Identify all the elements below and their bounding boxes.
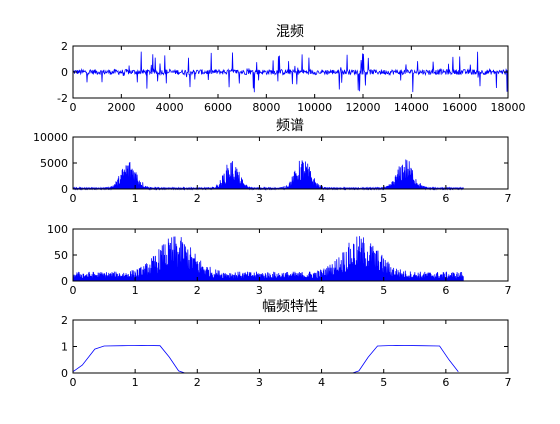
- x-tick-label: 18000: [491, 101, 526, 114]
- x-tick-label: 7: [505, 192, 512, 205]
- x-tick-label: 6: [442, 376, 449, 389]
- y-tick-label: 100: [47, 223, 68, 236]
- x-tick-label: 3: [256, 376, 263, 389]
- x-tick-label: 0: [70, 376, 77, 389]
- y-tick-label: 1: [61, 341, 68, 354]
- x-tick-label: 1: [132, 192, 139, 205]
- subplot-amplitude-frequency-response: 幅频特性 0 1 2 3 4 5 6 7 0 1 2: [61, 299, 512, 389]
- x-tick-label: 5: [380, 376, 387, 389]
- x-tick-label: 7: [505, 376, 512, 389]
- y-tick-label: -2: [57, 92, 68, 105]
- axes-box: [72, 319, 509, 374]
- x-tick-label: 14000: [394, 101, 429, 114]
- x-tick-label: 16000: [442, 101, 477, 114]
- x-tick-label: 4: [318, 284, 325, 297]
- x-tick-label: 6: [442, 284, 449, 297]
- y-tick-label: 0: [61, 183, 68, 196]
- y-tick-label: 5000: [40, 157, 68, 170]
- series-line: [72, 236, 464, 282]
- subplot-title: 频谱: [276, 118, 304, 134]
- x-tick-label: 4: [318, 376, 325, 389]
- x-tick-label: 4000: [156, 101, 184, 114]
- x-tick-label: 7: [505, 284, 512, 297]
- x-tick-label: 1: [132, 376, 139, 389]
- series-line: [72, 51, 509, 93]
- x-tick-label: 1: [132, 284, 139, 297]
- y-tick-label: 50: [54, 249, 68, 262]
- x-tick-label: 2: [194, 192, 201, 205]
- x-tick-label: 2: [194, 284, 201, 297]
- x-tick-label: 12000: [346, 101, 381, 114]
- y-tick-label: 0: [61, 66, 68, 79]
- x-tick-label: 6: [442, 192, 449, 205]
- x-tick-label: 5: [380, 192, 387, 205]
- subplot-spectrum: 频谱 0 1 2 3 4 5 6 7 0 5000 10000: [33, 118, 512, 205]
- x-tick-label: 6000: [204, 101, 232, 114]
- axes-box: [72, 136, 509, 190]
- subplot-title: 幅频特性: [262, 299, 318, 315]
- y-tick-label: 0: [61, 275, 68, 288]
- x-tick-label: 2: [194, 376, 201, 389]
- subplot-title: 混频: [276, 24, 304, 40]
- y-tick-label: 2: [61, 40, 68, 53]
- y-tick-label: 0: [61, 367, 68, 380]
- y-tick-label: 2: [61, 314, 68, 327]
- x-tick-label: 10000: [297, 101, 332, 114]
- x-tick-label: 0: [70, 192, 77, 205]
- x-tick-label: 4: [318, 192, 325, 205]
- y-tick-label: 10000: [33, 131, 68, 144]
- x-tick-label: 0: [70, 101, 77, 114]
- x-tick-label: 3: [256, 192, 263, 205]
- series-line: [72, 159, 464, 191]
- x-tick-label: 0: [70, 284, 77, 297]
- x-tick-label: 8000: [252, 101, 280, 114]
- x-tick-label: 2000: [107, 101, 135, 114]
- x-tick-label: 5: [380, 284, 387, 297]
- subplot-spectrum-2: 0 1 2 3 4 5 6 7 0 50 100: [47, 223, 512, 297]
- x-tick-label: 3: [256, 284, 263, 297]
- subplot-mixed-signal: 混频 0 2000 4000 6000 8000 10000 12000 14000 16000…: [57, 24, 525, 114]
- series-line: [72, 344, 459, 374]
